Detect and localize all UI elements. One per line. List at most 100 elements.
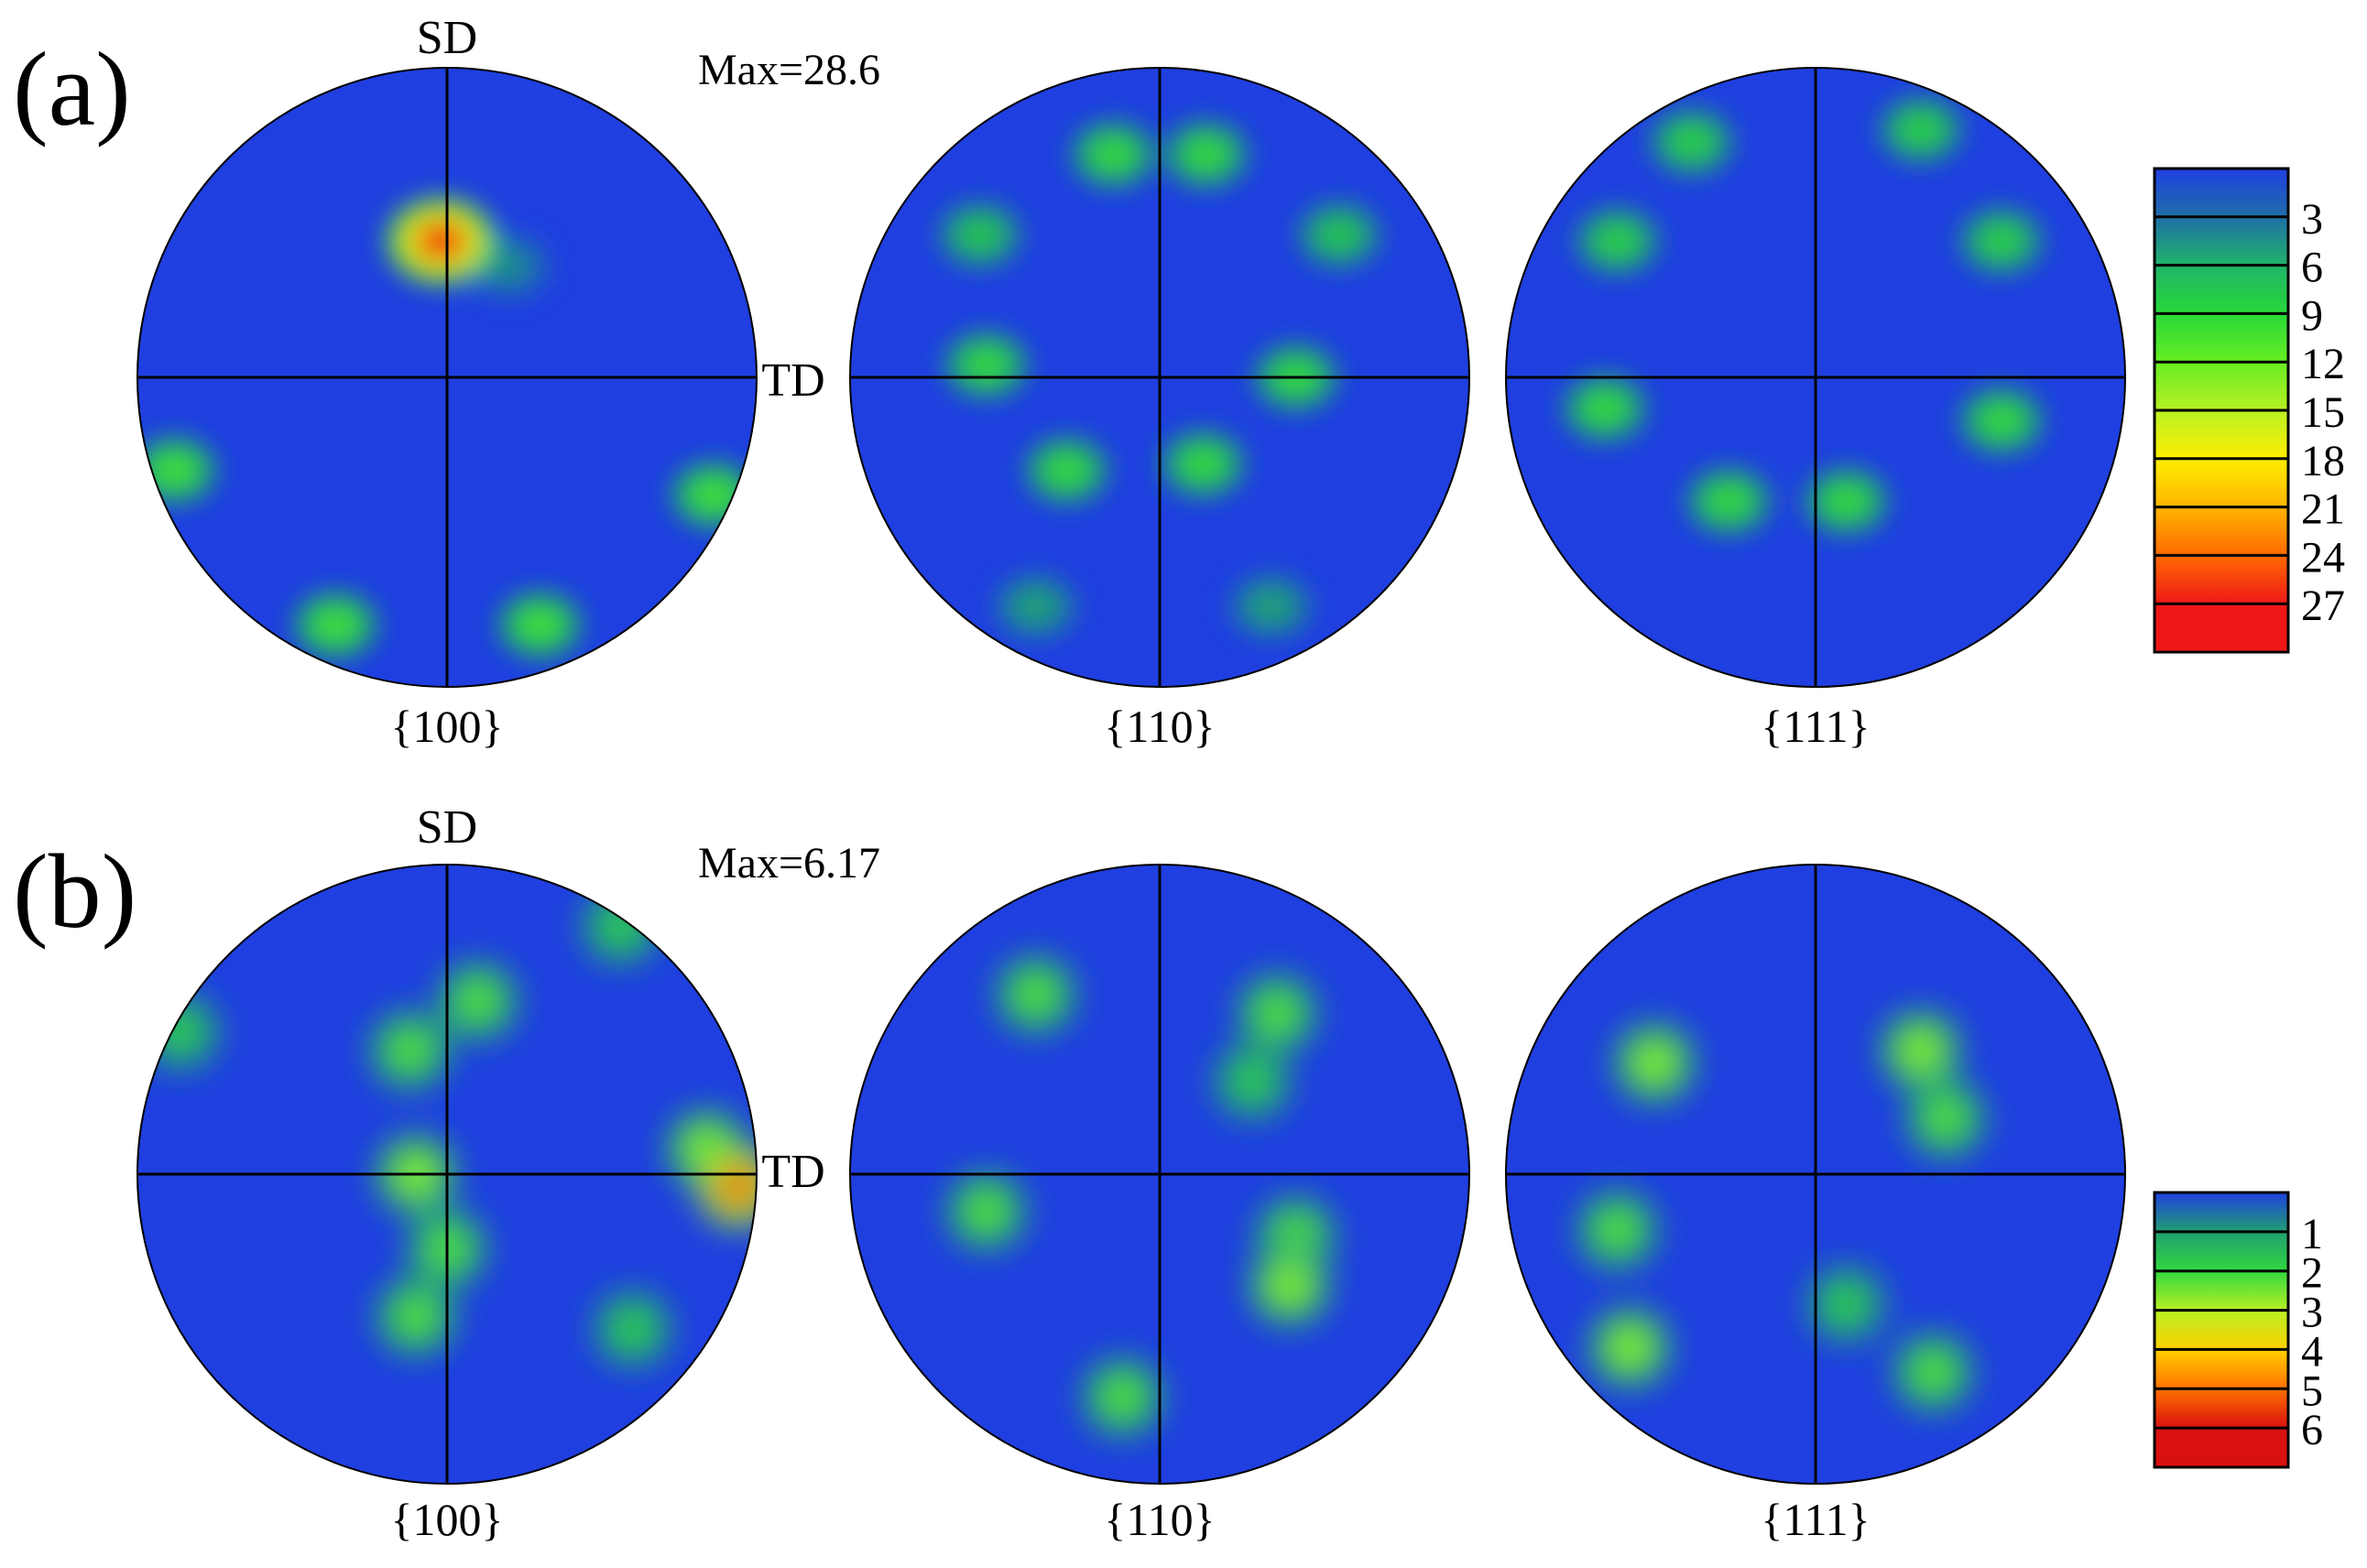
colorbar-segment [2154,458,2288,508]
intensity-peak [1254,593,1288,620]
intensity-peak [1096,141,1130,169]
colorbar-segment [2154,265,2288,314]
pole-figure-outline [136,864,758,1485]
colorbar-tick-label: 6 [2301,244,2323,292]
colorbar-segment [2154,1270,2288,1312]
intensity-peak [1929,1102,1962,1135]
panel-b-pf-label-100: {100} [391,1494,504,1545]
intensity-peak [1601,1214,1634,1247]
panel-a-pf-label-110: {110} [1104,701,1215,752]
pole-figure-outline [1505,67,2126,688]
pole-figure-b-110 [849,864,1470,1485]
panel-b-sd-label: SD [417,801,477,854]
colorbar-segment [2154,169,2288,218]
intensity-peak [1674,128,1708,156]
colorbar-tick-label: 3 [2301,195,2323,244]
intensity-peak [1323,222,1357,248]
intensity-peak [164,1015,197,1049]
intensity-peak [1588,395,1622,422]
panel-a-label: (a) [13,31,131,148]
intensity-peak [420,223,463,258]
pole-figure-a-100 [136,67,758,688]
intensity-peak [696,482,730,508]
colorbar-tick-label: 12 [2301,340,2345,388]
pole-figure-b-100 [136,864,758,1485]
colorbar-segment [2154,1388,2288,1429]
colorbar-tick-label: 3 [2301,1289,2323,1337]
colorbar-tick-label: 6 [2301,1406,2323,1454]
pole-figure-b-111 [1505,864,2126,1485]
intensity-peak [319,612,353,638]
intensity-peak [1236,1065,1269,1098]
panel-b-pf-label-111: {111} [1761,1494,1870,1545]
intensity-peak [1020,978,1053,1011]
panel-a-sd-label: SD [417,12,477,64]
intensity-peak [1984,407,2018,434]
intensity-peak [1984,227,2018,255]
intensity-peak [523,612,557,638]
colorbar-segment [2154,506,2288,556]
pole-figure-a-110 [849,67,1470,688]
colorbar-tick-label: 9 [2301,291,2323,340]
colorbar-segment [2154,1428,2288,1468]
intensity-peak [1638,1046,1671,1079]
colorbar-segment [2154,1349,2288,1389]
intensity-layer [1576,1008,1988,1414]
intensity-peak [970,1194,1003,1228]
intensity-peak [1613,1331,1646,1364]
intensity-peak [963,222,997,248]
colorbar-tick-label: 24 [2301,533,2345,582]
intensity-peak [1106,1380,1140,1413]
panel-a-pf-label-100: {100} [391,701,504,752]
panel-b-pf-label-110: {110} [1104,1494,1215,1545]
colorbar-tick-label: 21 [2301,485,2345,534]
intensity-layer [137,197,757,659]
intensity-peak [722,1170,755,1203]
colorbar-segment [2154,216,2288,267]
pole-figure-outline [849,67,1470,688]
panel-b: (b) SD Max=6.17 TD {100} {110} {111} 123… [13,801,2323,1545]
colorbar-segment [2154,1231,2288,1272]
colorbar-segment [2154,362,2288,411]
intensity-peak [158,457,191,484]
intensity-peak [462,985,495,1018]
pole-figure-outline [1505,864,2126,1485]
intensity-layer [1562,95,2045,536]
intensity-peak [1829,487,1863,515]
colorbar-tick-label: 1 [2301,1210,2323,1258]
intensity-peak [393,1034,427,1067]
intensity-peak [1904,1034,1937,1067]
intensity-peak [1260,996,1294,1029]
intensity-peak [1830,1288,1863,1321]
colorbar-tick-label: 18 [2301,437,2345,485]
panel-b-td-label: TD [761,1146,824,1198]
panel-a-max-label: Max=28.6 [698,46,880,94]
pole-figure-outline [136,67,758,688]
intensity-peak [1712,487,1746,515]
panel-a-pf-label-111: {111} [1761,701,1870,752]
intensity-peak [1600,227,1634,255]
pole-figure-a-111 [1505,67,2126,688]
panel-a-td-label: TD [761,354,824,407]
colorbar-segment [2154,313,2288,363]
colorbar-tick-label: 15 [2301,388,2345,437]
colorbar-tick-label: 5 [2301,1367,2323,1415]
intensity-peak [1916,1356,1950,1388]
colorbar-segment [2154,1192,2288,1233]
intensity-peak [1273,1269,1306,1302]
panel-b-label: (b) [13,833,136,951]
intensity-layer [944,953,1338,1440]
colorbar-segment [2154,604,2288,653]
intensity-layer [937,120,1382,641]
intensity-peak [399,1300,432,1334]
intensity-peak [1019,593,1053,620]
intensity-peak [1186,451,1220,478]
intensity-peak [616,1312,649,1345]
intensity-peak [969,352,1003,378]
colorbar-segment [2154,555,2288,604]
intensity-peak [1189,141,1223,169]
colorbar-tick-label: 2 [2301,1249,2323,1298]
